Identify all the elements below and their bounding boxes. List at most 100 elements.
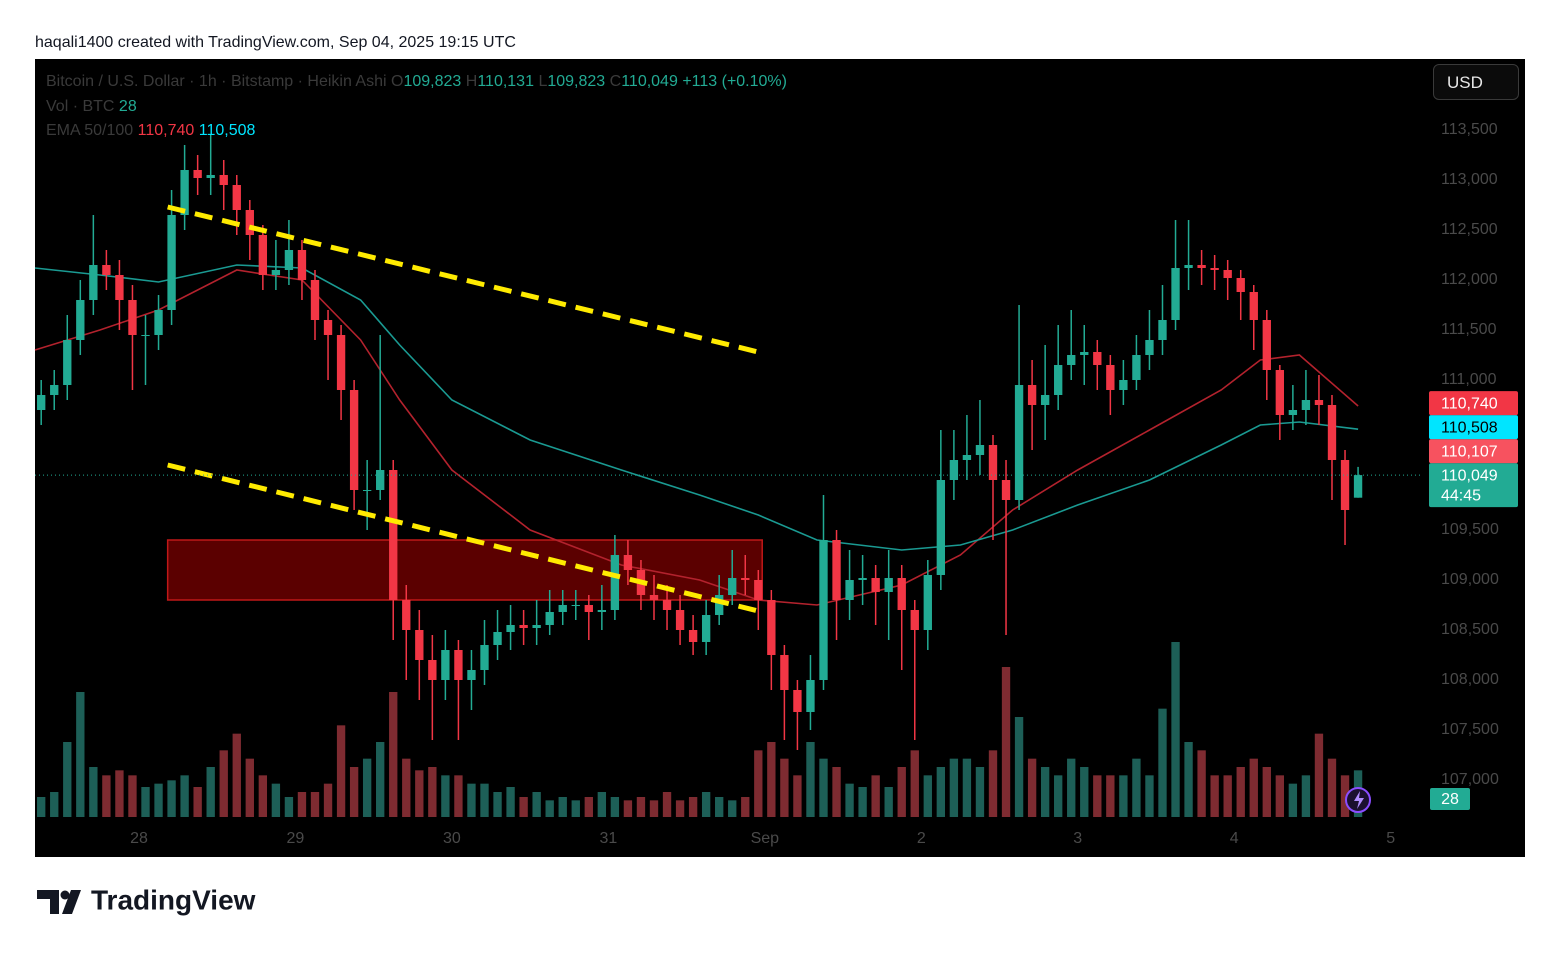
volume-bar <box>884 787 893 817</box>
candle-body <box>558 605 567 612</box>
legend-value: 28 <box>118 97 137 115</box>
volume-bar <box>128 775 137 817</box>
candle-body <box>102 265 111 275</box>
y-tick-label: 111,000 <box>1441 371 1497 388</box>
volume-bar <box>323 783 333 817</box>
price-tag-label: 110,049 <box>1441 467 1498 484</box>
volume-bar <box>871 775 880 817</box>
volume-tag-label: 28 <box>1441 791 1459 808</box>
y-tick-label: 109,500 <box>1441 521 1499 538</box>
y-tick-label: 107,500 <box>1441 721 1499 738</box>
volume-bar <box>701 792 711 817</box>
candle-body <box>1067 355 1076 365</box>
candle-body <box>193 170 202 178</box>
candle-body <box>1288 410 1298 415</box>
candle-body <box>871 578 880 592</box>
legend-value: 110,508 <box>198 122 256 139</box>
volume-bar <box>545 800 554 817</box>
candle-body <box>63 340 72 385</box>
candle-body <box>1001 480 1011 500</box>
volume-bar <box>649 800 659 817</box>
candle-body <box>506 625 515 632</box>
candle-body <box>415 630 424 660</box>
candle-body <box>1014 385 1024 500</box>
candle-body <box>245 210 254 235</box>
candle-body <box>1158 320 1167 340</box>
volume-bar <box>1197 750 1206 817</box>
legend-key: C <box>609 73 622 90</box>
volume-bar <box>193 787 202 817</box>
legend-row: EMA 50/100 110,740 110,508 <box>46 119 787 144</box>
candle-body <box>1314 400 1324 405</box>
candle-body <box>910 610 919 630</box>
candle-body <box>649 595 659 600</box>
legend-key: Vol · BTC <box>46 97 115 115</box>
candle-body <box>1040 395 1050 405</box>
volume-bar <box>1080 767 1089 817</box>
volume-bar <box>688 797 698 817</box>
candle-body <box>793 690 802 712</box>
candle-body <box>154 310 163 335</box>
volume-bar <box>584 797 593 817</box>
volume-bar <box>949 758 959 817</box>
candle-body <box>128 300 137 335</box>
candle-body <box>519 625 528 628</box>
candle-body <box>76 300 85 340</box>
y-tick-label: 109,000 <box>1441 571 1499 588</box>
candle-body <box>389 470 398 600</box>
legend-change: +113 (+0.10%) <box>682 73 787 90</box>
brand: TradingView <box>91 884 256 915</box>
candle-body <box>819 540 828 680</box>
volume-bar <box>1001 667 1011 817</box>
volume-bar <box>532 792 541 817</box>
volume-bar <box>1093 775 1102 817</box>
candle-body <box>806 680 815 712</box>
volume-bar <box>245 758 254 817</box>
candle-body <box>741 578 750 580</box>
volume-bar <box>336 725 346 817</box>
candle-body <box>349 390 359 490</box>
volume-bar <box>480 783 489 817</box>
candle-body <box>1262 320 1271 370</box>
candle-body <box>1249 292 1258 320</box>
volume-bar <box>349 767 359 817</box>
volume-bar <box>962 758 972 817</box>
volume-bar <box>310 792 320 817</box>
volume-bar <box>1067 758 1076 817</box>
candle-body <box>50 385 59 395</box>
candle-body <box>988 445 998 480</box>
x-tick-label: 5 <box>1386 830 1395 847</box>
candle-body <box>571 605 580 606</box>
candle-body <box>376 470 385 490</box>
candle-body <box>701 615 711 642</box>
legend-key: EMA 50/100 <box>46 122 134 139</box>
candle-body <box>1145 340 1154 355</box>
candle-body <box>688 630 698 642</box>
candle-body <box>936 480 946 575</box>
currency-button[interactable]: USD <box>1433 64 1519 100</box>
volume-bar <box>76 692 85 817</box>
candle-body <box>467 670 476 680</box>
volume-bar <box>154 783 163 817</box>
candle-body <box>597 610 607 612</box>
candle-body <box>1327 405 1337 460</box>
candle-body <box>884 578 893 592</box>
volume-bar <box>206 767 215 817</box>
icon <box>1345 787 1371 813</box>
volume-bar <box>1288 783 1298 817</box>
candle-body <box>949 460 959 480</box>
candle-body <box>402 600 411 630</box>
volume-bar <box>506 787 515 817</box>
candle-body <box>623 555 633 570</box>
candle-body <box>428 660 437 680</box>
volume-bar <box>858 787 867 817</box>
candle-body <box>454 650 463 680</box>
volume-bar <box>37 797 46 817</box>
legend-value: 110,740 <box>137 122 195 139</box>
legend-key: O <box>391 73 404 90</box>
volume-bar <box>271 783 281 817</box>
volume-bar <box>102 775 111 817</box>
brand-logo: TradingView <box>37 884 256 915</box>
volume-bar <box>89 767 98 817</box>
